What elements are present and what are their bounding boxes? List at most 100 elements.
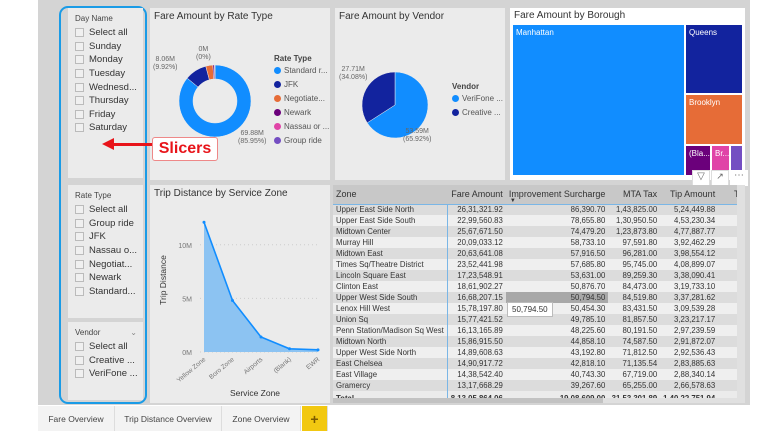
x-tick-label: (Blank) xyxy=(273,356,293,375)
checkbox[interactable] xyxy=(75,218,84,228)
checkbox[interactable] xyxy=(75,96,84,106)
table-row[interactable]: Upper East Side South 22,99,560.83 78,655.… xyxy=(333,215,745,226)
focus-mode-icon[interactable]: ↗ xyxy=(711,170,729,186)
tile-manhattan[interactable]: Manhattan xyxy=(513,25,684,175)
tile-other[interactable] xyxy=(731,146,742,175)
slicer-option[interactable]: Monday xyxy=(68,53,143,67)
slicer-option[interactable]: Thursday xyxy=(68,94,143,108)
table-row[interactable]: Lenox Hill West 15,78,197.80 50,454.30 83,4… xyxy=(333,303,745,314)
checkbox[interactable] xyxy=(75,28,84,38)
table-row[interactable]: Penn Station/Madison Sq West 16,13,165.89… xyxy=(333,325,745,336)
checkbox[interactable] xyxy=(75,259,84,269)
table-row[interactable]: East Village 14,38,542.40 40,743.30 67,719.… xyxy=(333,369,745,380)
slicer-option[interactable]: Standard... xyxy=(68,285,143,299)
vertical-scrollbar[interactable] xyxy=(737,185,745,403)
table-row[interactable]: Upper West Side North 14,89,608.63 43,192.… xyxy=(333,347,745,358)
slicer-option[interactable]: Friday xyxy=(68,108,143,122)
table-cell: 89,259.30 xyxy=(608,270,661,281)
slicer-option[interactable]: Wednesd... xyxy=(68,80,143,94)
slicer-option[interactable]: Newark xyxy=(68,271,143,285)
add-page-button[interactable]: + xyxy=(302,406,328,431)
sort-descending-icon[interactable]: ▼ xyxy=(509,197,516,204)
slicer-option[interactable]: Select all xyxy=(68,203,143,217)
horizontal-scrollbar[interactable] xyxy=(333,398,737,403)
column-header[interactable]: MTA Tax xyxy=(608,185,661,205)
table-row[interactable]: Midtown North 15,86,915.50 44,858.10 74,587… xyxy=(333,336,745,347)
table-row[interactable]: Murray Hill 20,09,033.12 58,733.10 97,591.8… xyxy=(333,237,745,248)
slicer-option[interactable]: Saturday xyxy=(68,121,143,135)
table-cell: 22,99,560.83 xyxy=(447,215,506,226)
tile-brooklyn[interactable]: Brooklyn xyxy=(686,95,742,144)
slicer-option[interactable]: Select all xyxy=(68,26,143,40)
zone-matrix: Zone Fare Amount Improvement Surcharge ▼ MTA… xyxy=(333,185,745,403)
slicer-option[interactable]: Group ride xyxy=(68,217,143,231)
slicer-option[interactable]: JFK xyxy=(68,230,143,244)
column-header[interactable]: Tip Amount xyxy=(660,185,719,205)
filter-icon[interactable]: ▽ xyxy=(692,170,710,186)
column-header[interactable]: Zone xyxy=(333,185,448,205)
checkbox[interactable] xyxy=(75,55,84,65)
slicer-option[interactable]: Nassau o... xyxy=(68,244,143,258)
checkbox[interactable] xyxy=(75,232,84,242)
checkbox[interactable] xyxy=(75,205,84,215)
chevron-down-icon[interactable]: ⌄ xyxy=(130,328,137,337)
table-cell xyxy=(718,303,745,314)
data-point[interactable] xyxy=(231,299,234,303)
table-cell: Lincoln Square East xyxy=(333,270,448,281)
data-point[interactable] xyxy=(202,220,206,224)
column-header[interactable]: Fare Amount xyxy=(447,185,506,205)
checkbox[interactable] xyxy=(75,109,84,119)
tab-fare-overview[interactable]: Fare Overview xyxy=(38,406,115,431)
legend-item[interactable]: Group ride xyxy=(274,133,329,147)
table-row[interactable]: Midtown Center 25,67,671.50 74,479.20 1,23,… xyxy=(333,226,745,237)
table-row[interactable]: Midtown East 20,63,641.08 57,916.50 96,281.… xyxy=(333,248,745,259)
checkbox[interactable] xyxy=(75,273,84,283)
legend-item[interactable]: Standard r... xyxy=(274,63,329,77)
slice-verifone[interactable] xyxy=(366,71,429,139)
slicer-option[interactable]: VeriFone ... xyxy=(68,367,143,381)
donut-svg xyxy=(178,64,252,138)
checkbox[interactable] xyxy=(75,69,84,79)
tab-trip-distance-overview[interactable]: Trip Distance Overview xyxy=(115,406,222,431)
data-point[interactable] xyxy=(259,335,263,339)
data-point[interactable] xyxy=(316,348,320,352)
checkbox[interactable] xyxy=(75,342,84,352)
table-row[interactable]: Upper East Side North 26,31,321.92 86,390.… xyxy=(333,204,745,215)
slicer-option[interactable]: Negotiat... xyxy=(68,257,143,271)
tile-queens[interactable]: Queens xyxy=(686,25,742,93)
data-point[interactable] xyxy=(288,347,291,351)
table-cell: 2,92,536.43 xyxy=(660,347,719,358)
checkbox[interactable] xyxy=(75,123,84,133)
checkbox[interactable] xyxy=(75,355,84,365)
table-cell: 1,30,950.50 xyxy=(608,215,661,226)
slice-creative[interactable] xyxy=(361,71,396,124)
table-row[interactable]: Lincoln Square East 17,23,548.91 53,631.00… xyxy=(333,270,745,281)
legend-item[interactable]: Newark xyxy=(274,105,329,119)
table-row[interactable]: Times Sq/Theatre District 23,52,441.98 57,… xyxy=(333,259,745,270)
table-cell xyxy=(718,270,745,281)
legend-item[interactable]: VeriFone ... xyxy=(452,91,503,105)
tile-bronx[interactable]: Br... xyxy=(712,146,729,175)
table-row[interactable]: Gramercy 13,17,668.29 39,267.60 65,255.00 2,… xyxy=(333,380,745,391)
checkbox[interactable] xyxy=(75,41,84,51)
table-row[interactable]: Clinton East 18,61,902.27 50,876.70 84,473.… xyxy=(333,281,745,292)
legend-item[interactable]: Negotiate... xyxy=(274,91,329,105)
legend-item[interactable]: Nassau or ... xyxy=(274,119,329,133)
table-row[interactable]: East Chelsea 14,90,917.72 42,818.10 71,135.… xyxy=(333,358,745,369)
more-options-icon[interactable]: ⋯ xyxy=(730,170,748,186)
slicer-option[interactable]: Creative ... xyxy=(68,354,143,368)
slicer-option[interactable]: Tuesday xyxy=(68,67,143,81)
table-row[interactable]: Upper West Side South 16,68,207.15 50,794.… xyxy=(333,292,745,303)
legend-item[interactable]: JFK xyxy=(274,77,329,91)
tab-zone-overview[interactable]: Zone Overview xyxy=(222,406,301,431)
checkbox[interactable] xyxy=(75,369,84,379)
checkbox[interactable] xyxy=(75,82,84,92)
checkbox[interactable] xyxy=(75,246,84,256)
slicer-option[interactable]: Sunday xyxy=(68,40,143,54)
column-header[interactable]: Improvement Surcharge ▼ xyxy=(505,185,609,205)
slice-standard-rate[interactable] xyxy=(178,64,252,138)
legend-item[interactable]: Creative ... xyxy=(452,105,503,119)
table-row[interactable]: Union Sq 15,77,421.52 49,785.10 81,857.50 3,… xyxy=(333,314,745,325)
slicer-option[interactable]: Select all xyxy=(68,340,143,354)
checkbox[interactable] xyxy=(75,286,84,296)
